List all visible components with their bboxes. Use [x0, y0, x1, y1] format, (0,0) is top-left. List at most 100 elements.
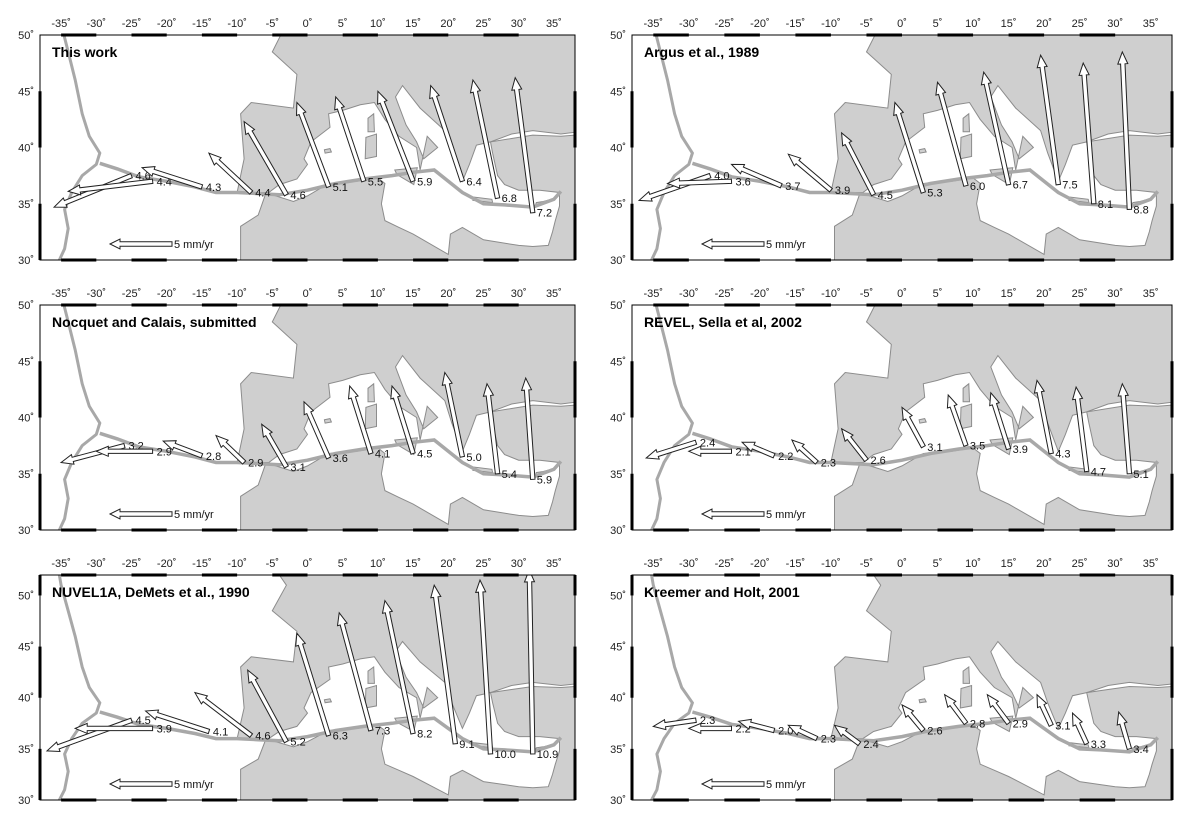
x-tick-label: 30˚ — [511, 288, 527, 300]
velocity-label: 5.1 — [333, 182, 348, 194]
x-tick-label: -10˚ — [227, 558, 247, 570]
velocity-arrow — [737, 718, 776, 734]
velocity-arrow — [261, 423, 289, 469]
x-tick-label: -25˚ — [715, 558, 735, 570]
x-tick-label: -30˚ — [679, 18, 699, 30]
velocity-arrow — [840, 427, 869, 463]
x-tick-label: -5˚ — [266, 18, 279, 30]
x-tick-label: -5˚ — [266, 558, 279, 570]
map-panel-argus: 4.0 3.6 3.7 3.9 4.5 5.36.0 6.7 7.58.1 8.85 mm/yr… — [610, 18, 1174, 267]
velocity-label: 7.3 — [375, 726, 390, 738]
velocity-label: 10.9 — [537, 749, 558, 761]
x-tick-label: 35˚ — [546, 18, 562, 30]
velocity-label: 6.4 — [466, 176, 481, 188]
panel-title: This work — [52, 44, 118, 60]
velocity-arrow — [430, 583, 459, 745]
y-tick-label: 50˚ — [18, 300, 34, 312]
velocity-label: 5.5 — [368, 176, 383, 188]
y-tick-label: 35˚ — [18, 469, 34, 481]
velocity-label: 2.6 — [871, 455, 886, 467]
x-tick-label: -15˚ — [786, 18, 806, 30]
velocity-arrow — [787, 153, 834, 193]
velocity-label: 6.7 — [1013, 180, 1028, 192]
x-tick-label: -20˚ — [750, 18, 770, 30]
y-tick-label: 35˚ — [18, 199, 34, 211]
frame-ticks — [630, 573, 1174, 802]
y-tick-label: 40˚ — [18, 143, 34, 155]
x-tick-label: -10˚ — [227, 18, 247, 30]
x-tick-label: -5˚ — [860, 18, 873, 30]
x-tick-label: -25˚ — [122, 288, 142, 300]
mid-atlantic-ridge — [649, 575, 695, 800]
island — [959, 403, 973, 430]
velocity-arrow — [482, 382, 501, 475]
velocity-label: 4.6 — [255, 731, 270, 743]
velocity-label: 4.6 — [290, 190, 305, 202]
x-tick-label: 25˚ — [1072, 18, 1088, 30]
velocity-label: 4.1 — [213, 727, 228, 739]
x-tick-label: -20˚ — [750, 558, 770, 570]
x-tick-label: -10˚ — [821, 288, 841, 300]
velocity-label: 4.3 — [206, 182, 221, 194]
x-tick-label: -25˚ — [122, 558, 142, 570]
velocity-label: 3.7 — [785, 181, 800, 193]
y-tick-label: 50˚ — [610, 300, 626, 312]
velocity-arrow — [73, 722, 154, 735]
velocity-label: 10.0 — [495, 749, 516, 761]
x-tick-label: -10˚ — [227, 288, 247, 300]
island — [918, 148, 927, 154]
mid-atlantic-ridge — [57, 35, 102, 260]
x-tick-label: -15˚ — [786, 288, 806, 300]
island — [364, 403, 377, 430]
x-tick-label: 15˚ — [405, 18, 421, 30]
land-africa-asia — [240, 134, 575, 260]
scale-bar-arrow — [700, 508, 765, 520]
frame-ticks — [38, 573, 577, 802]
x-tick-label: -25˚ — [715, 288, 735, 300]
y-tick-label: 35˚ — [610, 199, 626, 211]
velocity-label: 4.5 — [136, 715, 151, 727]
x-tick-label: 20˚ — [1036, 558, 1052, 570]
velocity-arrow — [989, 391, 1012, 451]
map-panel-this-work: 4.6 4.4 4.3 4.4 4.65.1 5.5 5.9 6.46.87.25 mm/yr… — [18, 18, 577, 267]
land-europe — [830, 575, 1172, 740]
velocity-vectors: 2.32.2 2.02.3 2.42.62.8 2.9 3.13.3 3.4 — [652, 693, 1149, 756]
y-tick-label: 30˚ — [18, 255, 34, 267]
frame-ticks — [38, 33, 577, 262]
y-tick-label: 40˚ — [610, 143, 626, 155]
x-tick-label: -25˚ — [715, 18, 735, 30]
velocity-arrow — [901, 406, 926, 449]
x-tick-label: 35˚ — [1143, 558, 1159, 570]
panel-title: Argus et al., 1989 — [644, 44, 759, 60]
land-africa-asia — [834, 685, 1172, 800]
plate-boundary — [99, 161, 563, 209]
velocity-arrow — [140, 166, 204, 190]
y-tick-label: 45˚ — [18, 642, 34, 654]
y-tick-label: 30˚ — [610, 255, 626, 267]
y-tick-label: 35˚ — [610, 744, 626, 756]
velocity-label: 8.8 — [1133, 204, 1148, 216]
velocity-arrow — [303, 400, 332, 460]
y-tick-label: 30˚ — [18, 525, 34, 537]
x-tick-label: -10˚ — [821, 558, 841, 570]
frame-ticks — [38, 303, 577, 532]
y-tick-label: 30˚ — [610, 795, 626, 807]
velocity-label: 2.0 — [778, 726, 793, 738]
island — [364, 684, 377, 709]
x-tick-label: 10˚ — [965, 558, 981, 570]
x-tick-label: 35˚ — [546, 558, 562, 570]
velocity-label: 2.9 — [248, 458, 263, 470]
y-tick-label: 45˚ — [610, 356, 626, 368]
x-tick-label: 15˚ — [1001, 18, 1017, 30]
velocity-arrow — [946, 393, 969, 448]
velocity-label: 3.6 — [736, 176, 751, 188]
x-tick-label: 10˚ — [370, 18, 386, 30]
panel-title: NUVEL1A, DeMets et al., 1990 — [52, 584, 250, 600]
velocity-label: 4.5 — [878, 190, 893, 202]
velocity-vectors: 4.6 4.4 4.3 4.4 4.65.1 5.5 5.9 6.46.87.2 — [52, 76, 552, 220]
velocity-label: 6.0 — [970, 181, 985, 193]
velocity-label: 7.5 — [1062, 180, 1077, 192]
island — [959, 133, 973, 160]
velocity-arrow — [980, 70, 1012, 186]
